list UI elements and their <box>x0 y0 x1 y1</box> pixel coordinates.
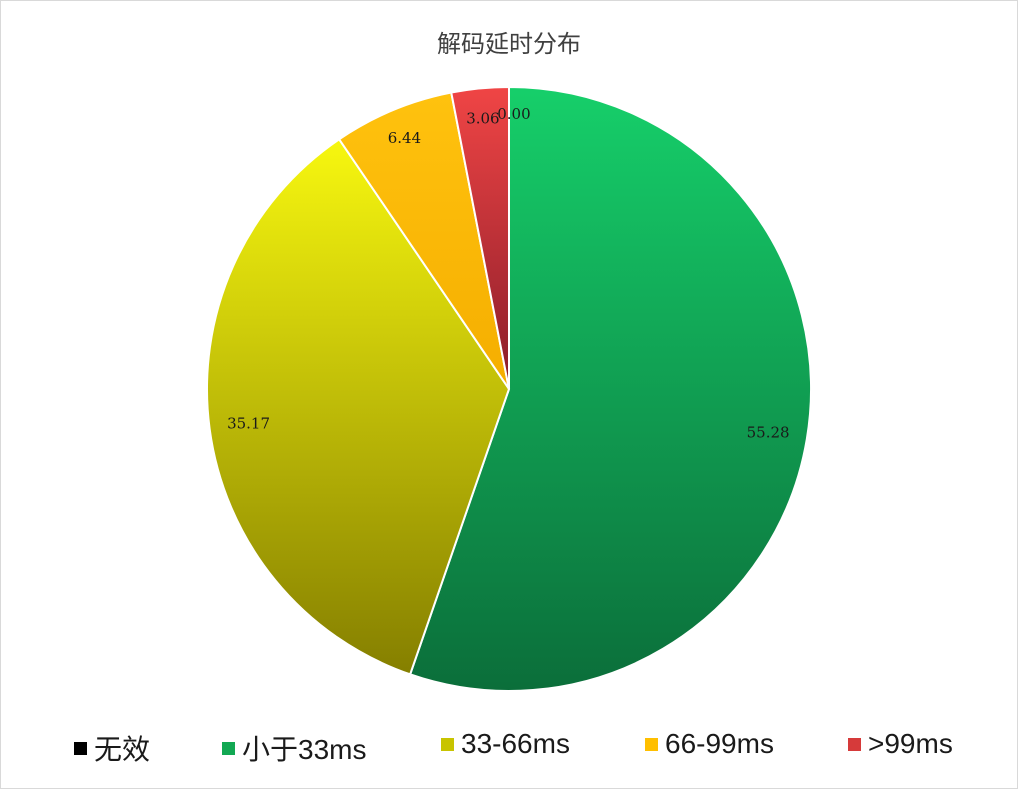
pie-slice-under-33ms[interactable] <box>408 85 812 692</box>
legend-label-33-66ms: 33-66ms <box>461 728 570 759</box>
legend-label-66-99ms: 66-99ms <box>665 728 774 759</box>
pie-labels: 0.00 55.28 35.17 6.44 3.06 <box>227 105 790 441</box>
legend-swatch-invalid <box>74 741 87 755</box>
data-label-66-99ms: 6.44 <box>388 129 421 147</box>
legend-item-33-66ms[interactable]: 33-66ms <box>441 728 570 760</box>
legend: 无效 小于33ms 33-66ms 66-99ms >99ms <box>0 728 1018 768</box>
legend-swatch-66-99ms <box>645 737 658 751</box>
pie-slice-over-99ms[interactable] <box>450 85 510 390</box>
data-label-under-33ms: 55.28 <box>747 424 790 442</box>
data-label-over-99ms: 3.06 <box>466 109 499 127</box>
pie-slice-33-66ms[interactable] <box>206 137 511 676</box>
legend-item-66-99ms[interactable]: 66-99ms <box>645 728 774 760</box>
legend-item-invalid[interactable]: 无效 <box>74 728 150 768</box>
legend-label-under-33ms: 小于33ms <box>242 734 367 765</box>
legend-item-under-33ms[interactable]: 小于33ms <box>222 728 366 768</box>
legend-label-over-99ms: >99ms <box>868 728 953 759</box>
legend-swatch-under-33ms <box>222 741 235 755</box>
legend-label-invalid: 无效 <box>94 734 151 765</box>
pie-slice-66-99ms[interactable] <box>337 91 510 390</box>
data-label-33-66ms: 35.17 <box>227 415 270 433</box>
legend-swatch-over-99ms <box>848 737 861 751</box>
pie-slices <box>206 85 812 692</box>
data-label-invalid: 0.00 <box>497 105 530 123</box>
legend-item-over-99ms[interactable]: >99ms <box>848 728 953 760</box>
legend-swatch-33-66ms <box>441 737 454 751</box>
chart-title: 解码延时分布 <box>437 30 581 58</box>
